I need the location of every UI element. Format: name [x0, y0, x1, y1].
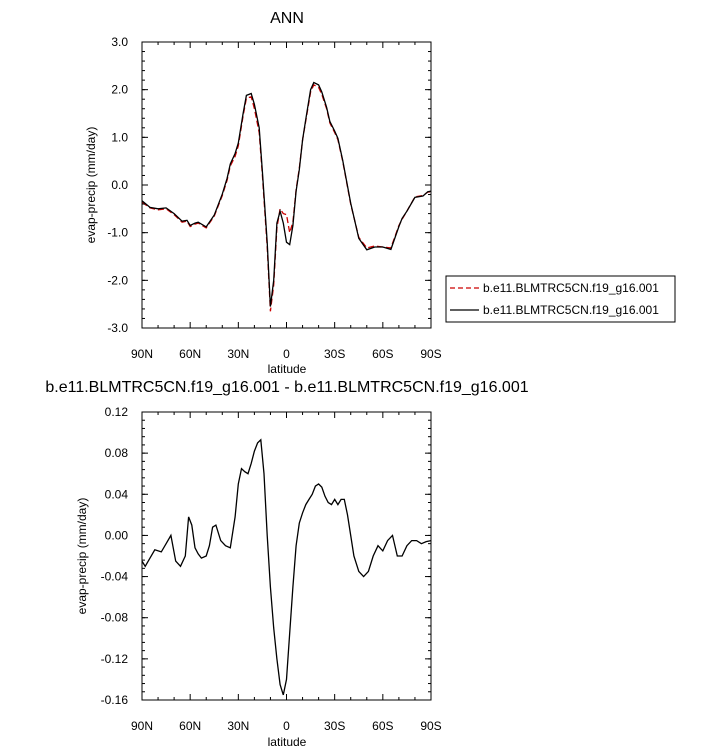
p1-y-tick-label: 2.0 [111, 83, 128, 97]
top-chart-x-axis-label: latitude [268, 362, 307, 376]
top-chart-plot-frame [141, 41, 432, 329]
p2-x-tick-label: 60N [179, 719, 201, 733]
p2-x-tick-label: 90N [131, 719, 153, 733]
p2-y-tick-label: 0.00 [105, 528, 129, 542]
p1-series-line-0 [141, 84, 432, 312]
bottom-chart-ticks [141, 411, 432, 701]
p1-y-tick-label: -1.0 [107, 226, 128, 240]
p2-series-line-0 [141, 438, 432, 696]
p2-y-tick-label: -0.08 [101, 611, 129, 625]
p2-x-tick-label: 0 [283, 719, 290, 733]
bottom-chart-series-group [141, 438, 432, 696]
bottom-chart-x-axis-label: latitude [268, 735, 307, 749]
p1-x-tick-label: 90N [131, 347, 153, 361]
top-chart: ANN 90N 60N 30N 0 30S 60S 90S 3.0 2.0 1.0 0.0 -1.0… [84, 10, 676, 376]
top-chart-ticks [141, 41, 432, 329]
top-chart-y-tick-labels: 3.0 2.0 1.0 0.0 -1.0 -2.0 -3.0 [107, 35, 128, 335]
p1-y-tick-label: 1.0 [111, 130, 128, 144]
top-chart-title: ANN [270, 10, 304, 27]
p1-y-tick-label: 0.0 [111, 178, 128, 192]
p1-y-tick-label: 3.0 [111, 35, 128, 49]
p2-y-tick-label: 0.04 [105, 487, 129, 501]
bottom-chart-x-tick-labels: 90N 60N 30N 0 30S 60S 90S [131, 719, 442, 733]
p2-x-tick-label: 90S [420, 719, 441, 733]
p2-x-tick-label: 30N [227, 719, 249, 733]
p1-x-tick-label: 60N [179, 347, 201, 361]
p2-x-tick-label: 30S [324, 719, 345, 733]
p1-x-tick-label: 90S [420, 347, 441, 361]
p1-series-line-1 [141, 81, 432, 307]
p1-x-tick-label: 0 [283, 347, 290, 361]
p2-y-tick-label: -0.12 [101, 652, 129, 666]
p2-y-tick-label: -0.04 [101, 570, 129, 584]
p2-x-tick-label: 60S [372, 719, 393, 733]
bottom-chart-y-tick-labels: 0.12 0.08 0.04 0.00 -0.04 -0.08 -0.12 -0.16 [101, 405, 129, 707]
p1-x-tick-label: 30N [227, 347, 249, 361]
top-chart-series-group [141, 81, 432, 312]
p2-y-tick-label: 0.12 [105, 405, 129, 419]
bottom-chart: b.e11.BLMTRC5CN.f19_g16.001 - b.e11.BLMT… [45, 379, 528, 749]
legend-entry-2-label: b.e11.BLMTRC5CN.f19_g16.001 [483, 303, 659, 317]
legend-entry-1-label: b.e11.BLMTRC5CN.f19_g16.001 [483, 281, 659, 295]
p1-y-tick-label: -2.0 [107, 273, 128, 287]
top-chart-y-axis-label: evap-precip (mm/day) [84, 127, 98, 244]
bottom-chart-y-axis-label: evap-precip (mm/day) [75, 498, 89, 615]
p1-x-tick-label: 60S [372, 347, 393, 361]
p2-y-tick-label: 0.08 [105, 446, 129, 460]
p2-y-tick-label: -0.16 [101, 693, 129, 707]
p1-x-tick-label: 30S [324, 347, 345, 361]
p1-y-tick-label: -3.0 [107, 321, 128, 335]
bottom-chart-title: b.e11.BLMTRC5CN.f19_g16.001 - b.e11.BLMT… [45, 379, 528, 396]
top-chart-legend: b.e11.BLMTRC5CN.f19_g16.001 b.e11.BLMTRC… [445, 275, 676, 323]
legend-box [445, 275, 676, 323]
top-chart-x-tick-labels: 90N 60N 30N 0 30S 60S 90S [131, 347, 442, 361]
